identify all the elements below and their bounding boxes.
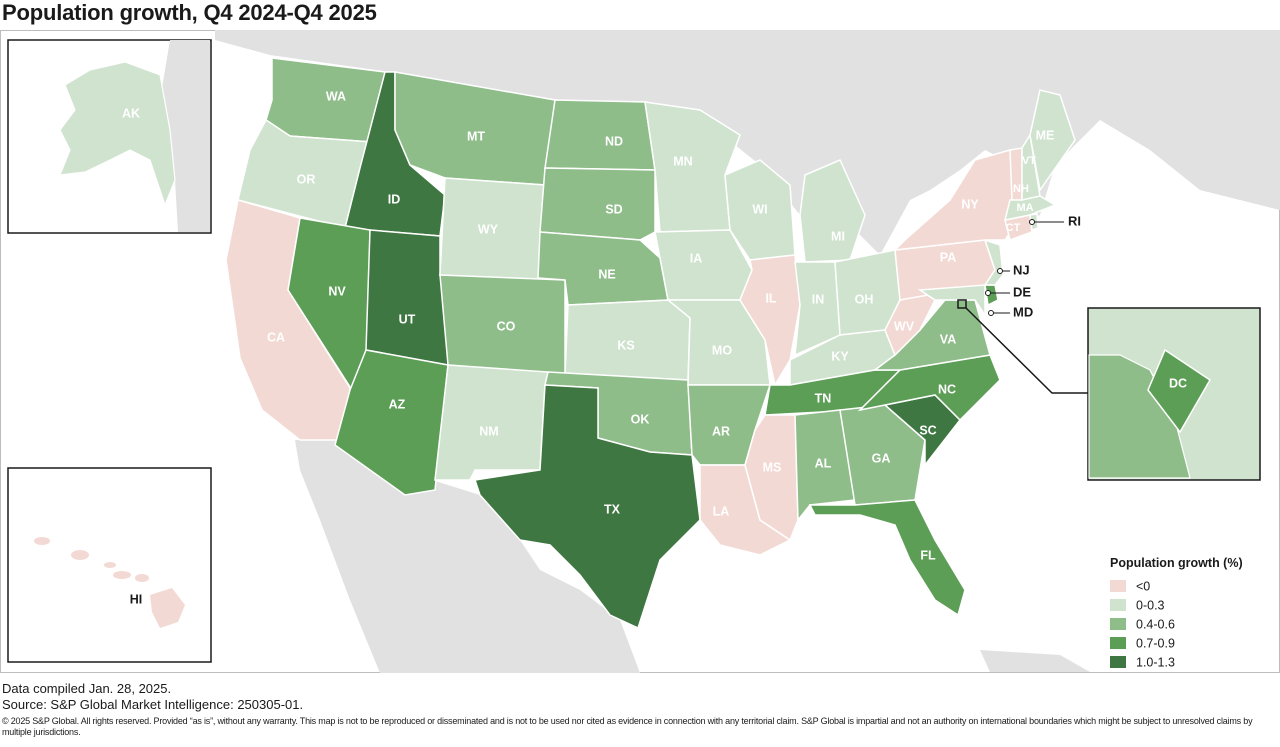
label-IL: IL	[765, 291, 776, 305]
population-growth-map: WA OR CA ID NV UT AZ MT WY CO NM ND SD N…	[0, 30, 1280, 673]
state-HI	[34, 537, 185, 628]
callout-MD: MD	[1013, 304, 1033, 319]
dc-leader-line	[965, 307, 1088, 394]
legend-label: <0	[1136, 579, 1150, 593]
mexico-land	[295, 440, 640, 673]
cuba-land	[980, 650, 1090, 672]
states-layer	[225, 57, 1076, 630]
label-NE: NE	[598, 267, 615, 281]
inset-dc	[1147, 348, 1212, 434]
label-WA: WA	[326, 89, 346, 103]
state-IN	[794, 261, 841, 357]
label-TN: TN	[815, 391, 832, 405]
label-WY: WY	[478, 222, 499, 236]
label-SC: SC	[919, 423, 936, 437]
label-IA: IA	[690, 251, 703, 265]
state-AL	[794, 409, 856, 523]
label-NV: NV	[328, 284, 346, 298]
label-MT: MT	[467, 129, 485, 143]
label-AK: AK	[122, 106, 140, 120]
label-CA: CA	[267, 330, 285, 344]
alaska-inset: AK	[7, 39, 212, 234]
callout-RI: RI	[1068, 213, 1081, 228]
callout-DE: DE	[1013, 284, 1031, 299]
label-GA: GA	[872, 451, 891, 465]
label-IN: IN	[812, 292, 825, 306]
copyright-note: © 2025 S&P Global. All rights reserved. …	[2, 716, 1253, 737]
label-AZ: AZ	[389, 397, 406, 411]
legend-label: 0-0.3	[1136, 598, 1165, 612]
label-OH: OH	[855, 292, 874, 306]
label-KY: KY	[831, 349, 849, 363]
label-VT: VT	[1022, 155, 1036, 167]
label-ME: ME	[1036, 128, 1055, 142]
label-TX: TX	[604, 502, 621, 516]
label-MN: MN	[673, 154, 692, 168]
dc-inset: DC	[1087, 307, 1261, 481]
state-SD	[539, 167, 656, 241]
legend-label: 0.7-0.9	[1136, 636, 1175, 650]
label-WV: WV	[894, 319, 915, 333]
label-NH: NH	[1013, 183, 1029, 195]
label-WI: WI	[752, 202, 767, 216]
map-title: Population growth, Q4 2024-Q4 2025	[2, 0, 377, 25]
label-LA: LA	[713, 504, 730, 518]
legend-label: 1.0-1.3	[1136, 655, 1175, 669]
label-OR: OR	[297, 172, 316, 186]
label-UT: UT	[399, 312, 416, 326]
callouts	[985, 219, 1064, 316]
legend: Population growth (%) <0 0-0.3 0.4-0.6 0.7-…	[1110, 556, 1243, 669]
label-MO: MO	[712, 343, 732, 357]
callout-NJ: NJ	[1013, 262, 1030, 277]
footer: Data compiled Jan. 28, 2025. Source: S&P…	[2, 681, 1272, 738]
label-NY: NY	[961, 197, 979, 211]
label-MS: MS	[763, 460, 782, 474]
label-KS: KS	[617, 338, 634, 352]
label-OK: OK	[631, 412, 650, 426]
state-labels: WA OR CA ID NV UT AZ MT WY CO NM ND SD N…	[267, 89, 1054, 562]
state-NJ	[983, 238, 1004, 286]
alaska-canada-land	[160, 40, 210, 232]
label-AR: AR	[712, 424, 730, 438]
state-NH	[1021, 132, 1041, 201]
label-HI: HI	[130, 592, 143, 606]
state-AK	[59, 61, 176, 207]
state-ND	[544, 99, 656, 171]
legend-title: Population growth (%)	[1110, 556, 1243, 570]
state-TX	[474, 384, 701, 630]
legend-swatch	[1110, 580, 1126, 592]
label-SD: SD	[605, 202, 622, 216]
source-note: Source: S&P Global Market Intelligence: …	[2, 697, 304, 712]
label-PA: PA	[940, 250, 956, 264]
label-MA: MA	[1016, 202, 1033, 214]
legend-swatch	[1110, 656, 1126, 668]
label-AL: AL	[815, 456, 832, 470]
label-ND: ND	[605, 134, 623, 148]
label-ID: ID	[388, 192, 401, 206]
label-CT: CT	[1006, 222, 1021, 234]
dc-locator-box	[957, 299, 967, 309]
legend-swatch	[1110, 599, 1126, 611]
label-CO: CO	[497, 319, 516, 333]
label-NC: NC	[938, 382, 956, 396]
label-MI: MI	[831, 229, 845, 243]
label-FL: FL	[920, 548, 936, 562]
state-FL	[808, 499, 966, 617]
legend-swatch	[1110, 618, 1126, 630]
state-ME	[1029, 89, 1076, 192]
legend-label: 0.4-0.6	[1136, 617, 1175, 631]
state-NM	[434, 364, 549, 481]
label-NM: NM	[479, 424, 498, 438]
legend-swatch	[1110, 637, 1126, 649]
data-compiled-note: Data compiled Jan. 28, 2025.	[2, 681, 172, 696]
label-DC: DC	[1169, 376, 1187, 390]
hawaii-inset: HI	[7, 467, 212, 663]
label-VA: VA	[940, 332, 956, 346]
